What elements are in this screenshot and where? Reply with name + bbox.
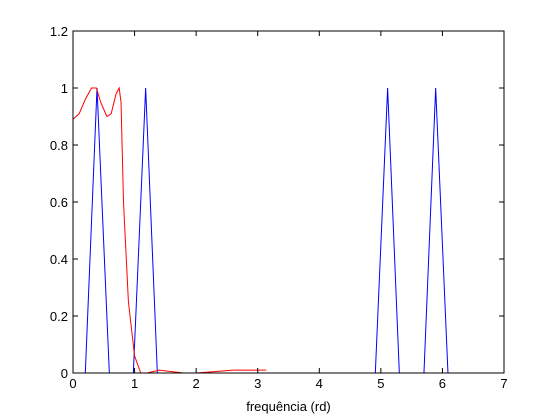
x-tick-label: 0 [69,376,76,391]
x-tick-label: 5 [377,376,384,391]
x-tick-label: 1 [131,376,138,391]
y-tick-label: 0 [61,366,68,381]
y-tick-label: 0.6 [50,195,68,210]
y-tick-label: 1 [61,81,68,96]
y-tick-label: 0.2 [50,309,68,324]
y-tick-label: 0.8 [50,138,68,153]
x-tick-label: 4 [316,376,323,391]
x-tick-label: 7 [500,376,507,391]
x-tick-label: 2 [193,376,200,391]
x-axis-label: frequência (rd) [246,399,331,414]
x-tick-label: 6 [439,376,446,391]
y-tick-label: 1.2 [50,24,68,39]
y-tick-label: 0.4 [50,252,68,267]
x-tick-label: 3 [254,376,261,391]
plot-area [73,31,504,373]
